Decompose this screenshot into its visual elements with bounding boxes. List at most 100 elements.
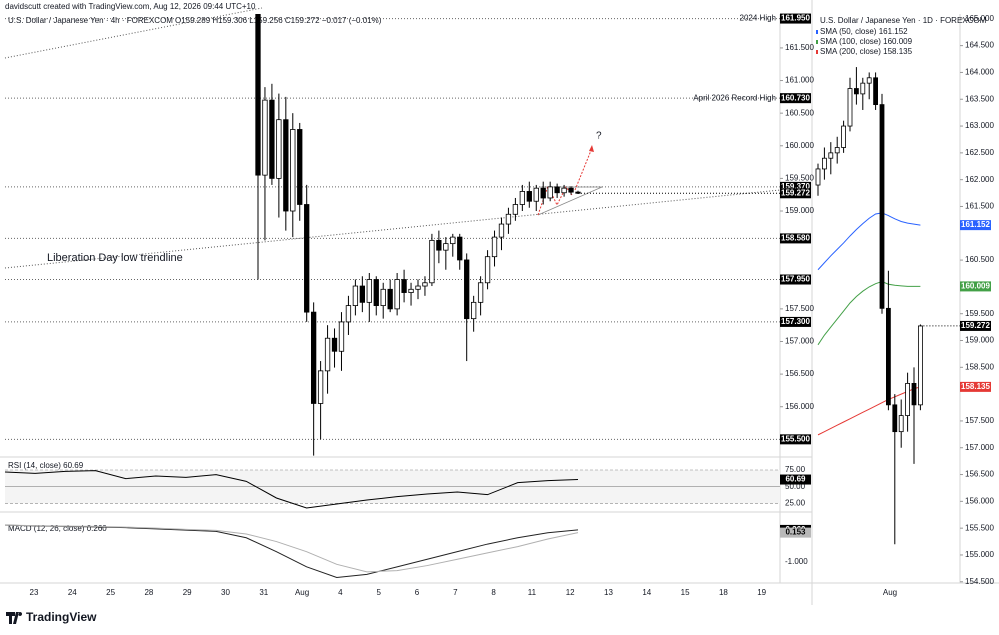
rsi-title: RSI (14, close) 60.69	[8, 461, 84, 470]
candle-body	[269, 99, 275, 179]
y-tick-label: 163.500	[965, 94, 994, 103]
level-tag-bg	[780, 434, 811, 445]
y-tick-label: 164.000	[965, 68, 994, 77]
candle-body	[498, 223, 505, 238]
candle-body	[841, 125, 846, 148]
y-tick-label: 158.500	[965, 362, 994, 371]
candle-body	[477, 282, 484, 303]
candle-body	[860, 82, 866, 95]
level-tag-bg	[780, 274, 811, 285]
level-tag: 157.950	[781, 275, 810, 284]
sma-tag-bg	[960, 281, 991, 292]
level-tag: 161.950	[781, 14, 810, 23]
candle-body	[415, 285, 421, 290]
candle-body	[892, 404, 898, 433]
candles	[815, 67, 923, 545]
macd-title: MACD (12, 26, close) 0.260	[8, 524, 107, 533]
y-tick-label: 165.000	[965, 14, 994, 23]
candle-body	[366, 279, 372, 303]
candle-body	[443, 243, 449, 251]
candle-body	[905, 382, 910, 416]
macd-tick-label: -1.000	[785, 557, 808, 566]
candle-body	[554, 186, 560, 194]
candle-body	[911, 382, 917, 406]
candle-body	[304, 204, 310, 313]
legend-entry: SMA (200, close) 158.135	[820, 47, 913, 56]
y-tick-label: 160.500	[785, 108, 814, 117]
y-tick-label: 159.000	[965, 336, 994, 345]
candle-body	[373, 279, 379, 307]
candle-body	[297, 129, 303, 205]
candle-body	[359, 285, 365, 303]
candles	[255, 14, 581, 456]
x-tick-label: 7	[453, 588, 458, 597]
y-tick-label: 154.500	[965, 577, 994, 586]
candle-body	[311, 311, 317, 404]
x-tick-label: Aug	[295, 588, 309, 597]
symbol-title: U.S. Dollar / Japanese Yen · 1D · FOREXC…	[820, 16, 987, 25]
y-tick-label: 160.500	[965, 255, 994, 264]
y-tick-label: 163.000	[965, 121, 994, 130]
candle-body	[283, 119, 289, 212]
candle-body	[873, 77, 878, 106]
trendline	[4, 189, 781, 269]
y-tick-label: 159.000	[785, 206, 814, 215]
y-tick-label: 160.000	[785, 141, 814, 150]
y-tick-label: 161.500	[785, 43, 814, 52]
candle-body	[408, 288, 414, 293]
legend-entry: SMA (50, close) 161.152	[820, 27, 908, 36]
candle-body	[866, 77, 872, 84]
level-tag: 158.580	[781, 234, 810, 243]
level-tag: 159.370	[781, 182, 810, 191]
level-tag: 155.500	[781, 434, 810, 443]
x-tick-label: 11	[528, 588, 537, 597]
y-tick-label: 156.500	[965, 470, 994, 479]
x-tick-label: Aug	[883, 588, 897, 597]
credit: davidscutt created with TradingView.com,…	[5, 2, 256, 11]
last-price-tag-bg	[960, 320, 991, 331]
y-tick-label: 157.500	[785, 304, 814, 313]
candle-body	[464, 259, 470, 320]
candle-body	[828, 152, 834, 159]
macd-tag-bg	[780, 527, 811, 538]
y-tick-label: 156.000	[965, 496, 994, 505]
pattern-path	[537, 184, 573, 216]
candle-body	[505, 213, 512, 225]
candle-body	[317, 370, 324, 404]
candle-body	[886, 307, 891, 406]
x-tick-label: 8	[491, 588, 496, 597]
x-tick-label: 28	[144, 588, 153, 597]
x-tick-label: 19	[757, 588, 766, 597]
candle-body	[822, 157, 827, 170]
y-tick-label: 161.500	[965, 202, 994, 211]
triangle-line	[537, 186, 603, 216]
level-tag-bg	[780, 93, 811, 104]
x-tick-label: 5	[376, 588, 381, 597]
level-name: April 2026 Record High	[693, 93, 776, 102]
candle-body	[879, 104, 885, 309]
macd-line	[4, 524, 579, 578]
x-tick-label: 30	[221, 588, 230, 597]
x-tick-label: 15	[681, 588, 690, 597]
x-tick-label: 25	[106, 588, 115, 597]
x-tick-label: 18	[719, 588, 728, 597]
sma-line	[817, 212, 921, 271]
sma-tag-bg	[960, 220, 991, 231]
y-tick-label: 157.000	[965, 443, 994, 452]
candle-body	[338, 321, 345, 352]
candle-body	[547, 186, 553, 199]
last-price-tag-bg	[780, 188, 811, 199]
projection-arrow	[574, 147, 593, 191]
candle-body	[290, 129, 296, 212]
candle-body	[401, 279, 407, 293]
x-tick-label: 6	[415, 588, 420, 597]
candle-body	[429, 239, 435, 284]
x-tick-label: 24	[68, 588, 77, 597]
level-tag-bg	[780, 316, 811, 327]
macd-line	[4, 524, 579, 573]
candle-body	[457, 236, 463, 261]
candle-body	[255, 14, 261, 176]
x-tick-label: 31	[259, 588, 268, 597]
candle-body	[847, 88, 853, 127]
candle-body	[561, 187, 567, 194]
